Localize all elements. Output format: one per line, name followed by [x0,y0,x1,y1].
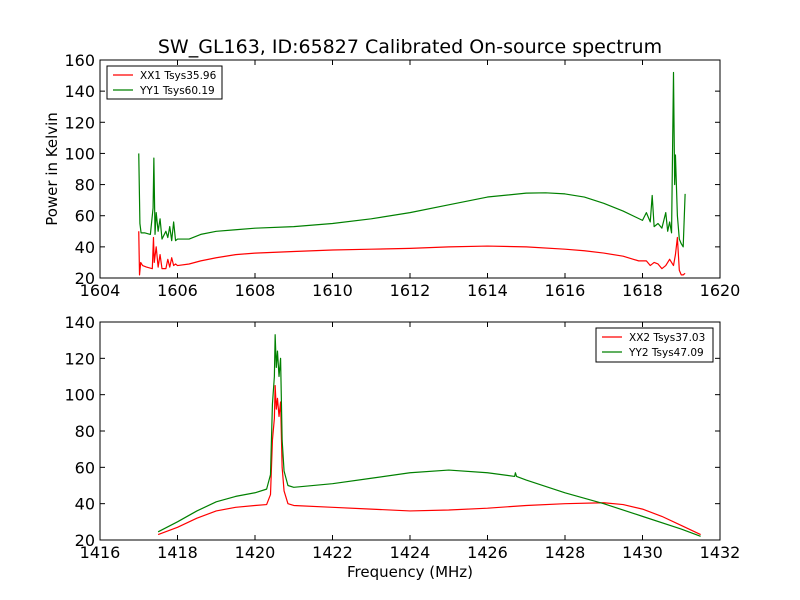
top-y-tick-label: 160 [64,51,95,70]
top-x-tick-label: 1612 [390,281,431,300]
bottom-x-tick-label: 1422 [312,543,353,562]
bottom-legend-label-2: YY2 Tsys47.09 [628,347,704,359]
top-x-tick-label: 1606 [157,281,198,300]
bottom-y-tick-label: 140 [64,313,95,332]
top-y-tick-label: 140 [64,82,95,101]
bottom-y-tick-label: 60 [75,458,95,477]
bottom-x-tick-label: 1424 [390,543,431,562]
bottom-x-axis-label: Frequency (MHz) [347,563,473,581]
bottom-legend-label-1: XX2 Tsys37.03 [629,332,705,344]
top-y-tick-label: 120 [64,113,95,132]
top-x-tick-label: 1610 [312,281,353,300]
top-x-tick-label: 1604 [80,281,121,300]
bottom-y-tick-label: 40 [75,495,95,514]
bottom-x-tick-label: 1426 [467,543,508,562]
bottom-legend [595,327,714,363]
top-x-tick-label: 1620 [700,281,741,300]
top-y-tick-label: 60 [75,207,95,226]
top-x-tick-label: 1608 [235,281,276,300]
top-series-line-2 [138,71,686,248]
top-x-tick-label: 1618 [622,281,663,300]
top-x-tick-label: 1616 [545,281,586,300]
top-legend-label-2: YY1 Tsys60.19 [139,85,215,97]
top-y-tick-label: 80 [75,176,95,195]
top-legend-label-1: XX1 Tsys35.96 [140,70,217,82]
top-x-tick-label: 1614 [467,281,508,300]
bottom-x-tick-label: 1432 [700,543,741,562]
bottom-y-tick-label: 20 [75,531,95,550]
bottom-y-tick-label: 100 [64,386,95,405]
top-y-axis-label: Power in Kelvin [43,112,61,226]
bottom-x-tick-label: 1428 [545,543,586,562]
bottom-y-tick-label: 80 [75,422,95,441]
top-legend [106,65,223,100]
top-spectrum-panel: Power in Kelvin 1604 1606 1608 1610 1612 1614… [43,51,740,300]
figure-title: SW_GL163, ID:65827 Calibrated On-source … [158,36,662,58]
top-y-tick-label: 20 [75,269,95,288]
top-series-line-1 [138,231,686,276]
bottom-x-tick-label: 1430 [622,543,663,562]
bottom-x-tick-label: 1418 [157,543,198,562]
bottom-y-tick-label: 120 [64,349,95,368]
bottom-x-tick-label: 1416 [80,543,121,562]
bottom-spectrum-panel: Frequency (MHz) 1416 1418 1420 1422 1424 1426… [64,313,740,581]
bottom-series-line-2 [157,334,701,537]
bottom-x-tick-label: 1420 [235,543,276,562]
bottom-series-line-1 [157,384,701,536]
top-y-tick-label: 40 [75,238,95,257]
top-y-tick-label: 100 [64,144,95,163]
